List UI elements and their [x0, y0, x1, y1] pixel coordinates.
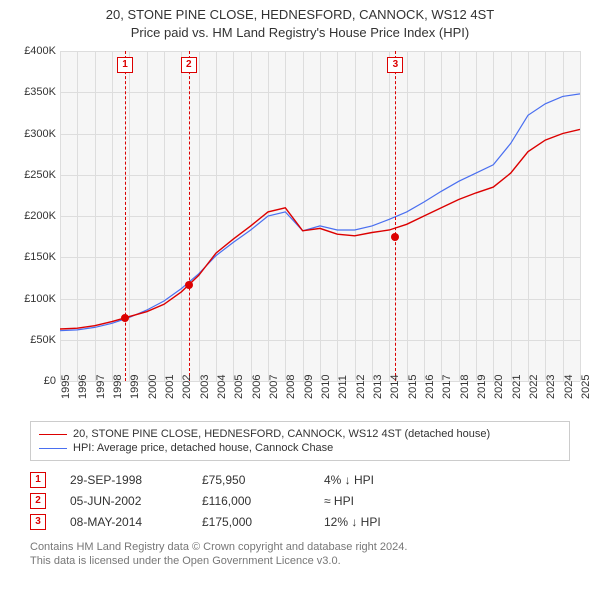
- page-title-line2: Price paid vs. HM Land Registry's House …: [0, 24, 600, 42]
- x-axis-tick: 2009: [303, 375, 315, 399]
- x-axis-tick: 1996: [77, 375, 89, 399]
- y-axis-tick: £250K: [20, 169, 56, 181]
- sale-row: 3 08-MAY-2014£175,00012% ↓ HPI: [30, 511, 393, 532]
- y-axis-tick: £150K: [20, 251, 56, 263]
- sales-table: 1 29-SEP-1998£75,9504% ↓ HPI 2 05-JUN-2002£…: [30, 469, 570, 532]
- x-axis-tick: 2003: [199, 375, 211, 399]
- y-axis-tick: £350K: [20, 86, 56, 98]
- x-axis-tick: 2005: [233, 375, 245, 399]
- marker-line: [125, 51, 126, 381]
- credit-line-2: This data is licensed under the Open Gov…: [30, 554, 570, 568]
- x-axis-tick: 2010: [320, 375, 332, 399]
- y-axis-tick: £0: [20, 375, 56, 387]
- x-axis-tick: 2011: [337, 375, 349, 399]
- x-axis-tick: 2024: [563, 375, 575, 399]
- x-axis-tick: 2018: [459, 375, 471, 399]
- sale-date: 05-JUN-2002: [70, 490, 202, 511]
- sale-marker-box: 1: [30, 472, 46, 488]
- x-axis-tick: 1995: [60, 375, 72, 399]
- sale-price: £75,950: [202, 469, 324, 490]
- x-axis-tick: 2015: [407, 375, 419, 399]
- legend-label-hpi: HPI: Average price, detached house, Cann…: [73, 442, 333, 454]
- sale-price: £116,000: [202, 490, 324, 511]
- marker-box: 3: [387, 57, 403, 73]
- x-axis-tick: 2019: [476, 375, 488, 399]
- legend-swatch-hpi: [39, 448, 67, 449]
- legend: 20, STONE PINE CLOSE, HEDNESFORD, CANNOC…: [30, 421, 570, 461]
- sale-date: 08-MAY-2014: [70, 511, 202, 532]
- sale-row: 1 29-SEP-1998£75,9504% ↓ HPI: [30, 469, 393, 490]
- x-axis-tick: 1998: [112, 375, 124, 399]
- x-axis-tick: 2022: [528, 375, 540, 399]
- credits: Contains HM Land Registry data © Crown c…: [30, 540, 570, 569]
- sale-date: 29-SEP-1998: [70, 469, 202, 490]
- sale-row: 2 05-JUN-2002£116,000≈ HPI: [30, 490, 393, 511]
- x-axis-tick: 2013: [372, 375, 384, 399]
- marker-box: 1: [117, 57, 133, 73]
- x-axis-tick: 2008: [285, 375, 297, 399]
- x-axis-tick: 2007: [268, 375, 280, 399]
- page-title-line1: 20, STONE PINE CLOSE, HEDNESFORD, CANNOC…: [0, 6, 600, 24]
- y-axis-tick: £400K: [20, 45, 56, 57]
- marker-line: [395, 51, 396, 381]
- x-axis-tick: 2000: [147, 375, 159, 399]
- sale-delta: 4% ↓ HPI: [324, 469, 393, 490]
- x-axis-tick: 2001: [164, 375, 176, 399]
- sale-delta: 12% ↓ HPI: [324, 511, 393, 532]
- x-axis-tick: 2023: [545, 375, 557, 399]
- sale-delta: ≈ HPI: [324, 490, 393, 511]
- marker-line: [189, 51, 190, 381]
- x-axis-tick: 2004: [216, 375, 228, 399]
- x-axis-tick: 2025: [580, 375, 592, 399]
- x-axis-tick: 2017: [441, 375, 453, 399]
- sale-marker-box: 2: [30, 493, 46, 509]
- x-axis-tick: 2006: [251, 375, 263, 399]
- legend-swatch-subject: [39, 434, 67, 435]
- price-chart: 1 2 3 £0 £50K £100K £150K £200K £250K £300K £350K…: [20, 47, 580, 417]
- credit-line-1: Contains HM Land Registry data © Crown c…: [30, 540, 570, 554]
- x-axis-tick: 2016: [424, 375, 436, 399]
- legend-hpi: HPI: Average price, detached house, Cann…: [39, 442, 561, 454]
- x-axis-tick: 1997: [95, 375, 107, 399]
- x-axis-tick: 2012: [355, 375, 367, 399]
- legend-label-subject: 20, STONE PINE CLOSE, HEDNESFORD, CANNOC…: [73, 428, 490, 440]
- x-axis-tick: 2020: [493, 375, 505, 399]
- sale-marker-box: 3: [30, 514, 46, 530]
- legend-subject: 20, STONE PINE CLOSE, HEDNESFORD, CANNOC…: [39, 428, 561, 440]
- series-subject: [60, 129, 580, 329]
- x-axis-tick: 2002: [181, 375, 193, 399]
- y-axis-tick: £200K: [20, 210, 56, 222]
- y-axis-tick: £50K: [20, 334, 56, 346]
- x-axis-tick: 1999: [129, 375, 141, 399]
- series-hpi: [60, 94, 580, 331]
- y-axis-tick: £100K: [20, 293, 56, 305]
- y-axis-tick: £300K: [20, 128, 56, 140]
- sale-price: £175,000: [202, 511, 324, 532]
- x-axis-tick: 2014: [389, 375, 401, 399]
- marker-box: 2: [181, 57, 197, 73]
- x-axis-tick: 2021: [511, 375, 523, 399]
